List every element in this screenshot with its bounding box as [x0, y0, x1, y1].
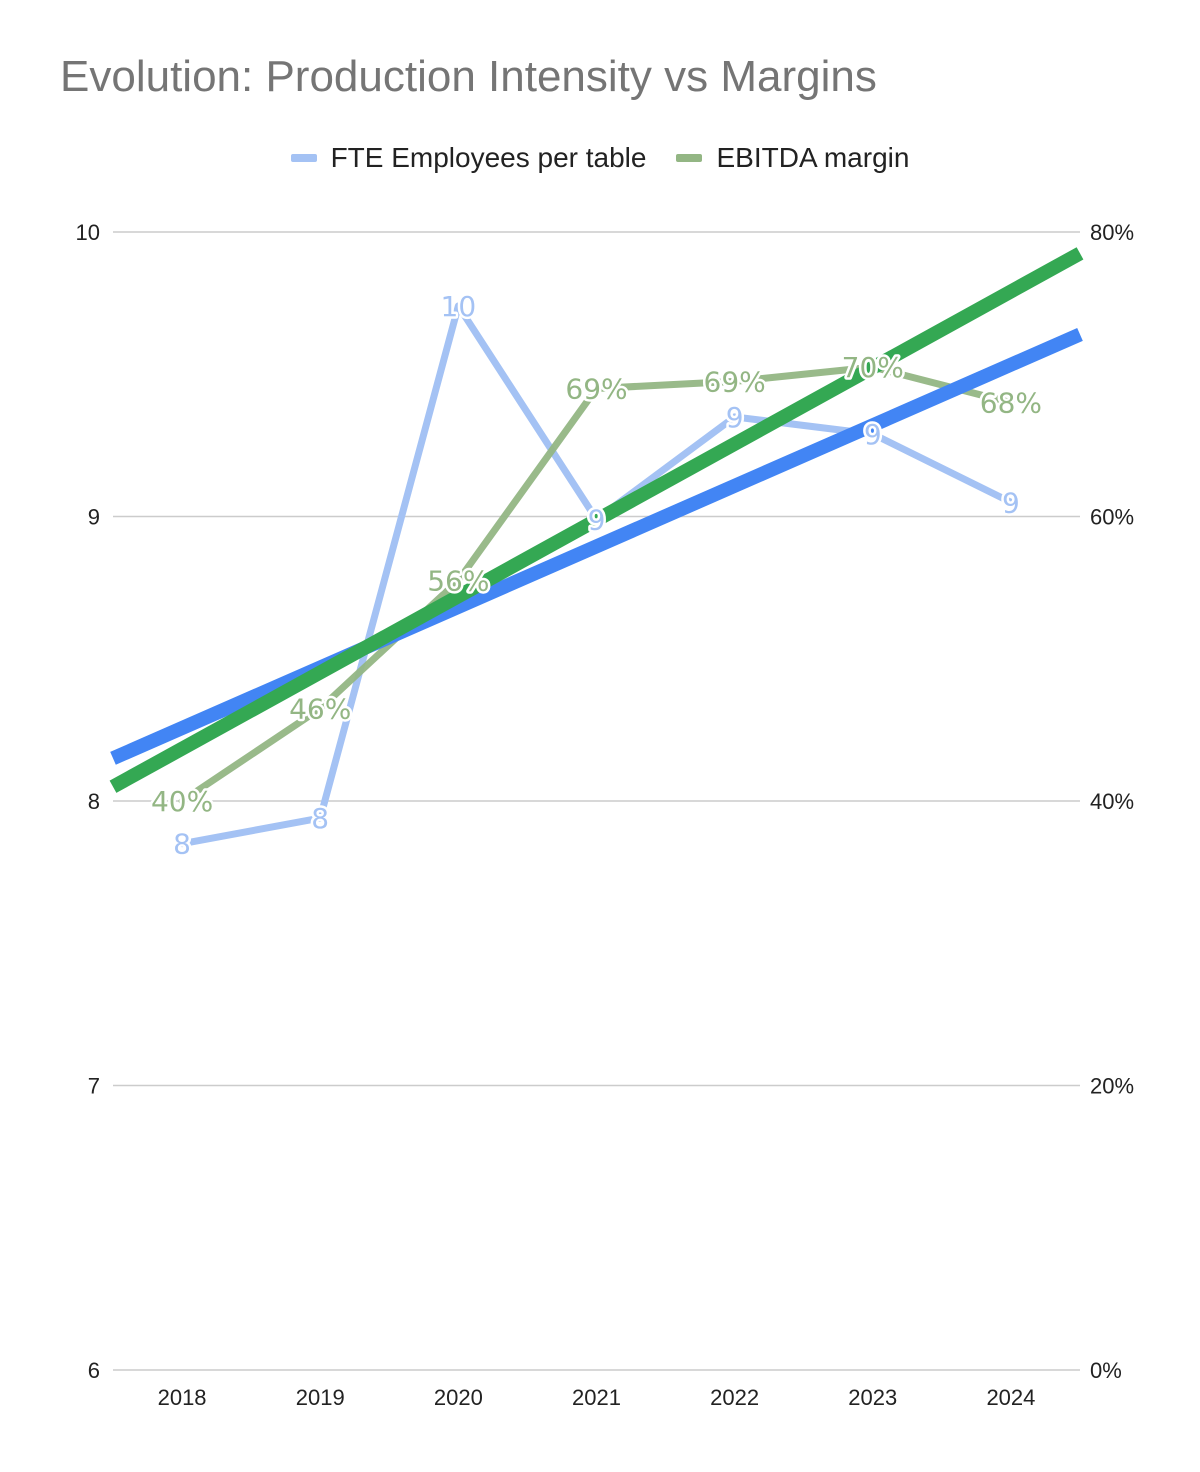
y-left-tick-label: 8 [88, 789, 100, 814]
data-label-ebitda: 56% [427, 565, 489, 598]
legend-label-ebitda: EBITDA margin [716, 142, 910, 173]
trendline-fte [110, 328, 1083, 765]
y-left-tick-label: 10 [76, 220, 100, 245]
data-label-fte: 10 [441, 290, 477, 323]
data-label-ebitda: 68% [980, 387, 1042, 420]
x-tick-label: 2021 [572, 1385, 621, 1410]
data-label-fte: 8 [173, 828, 191, 861]
x-tick-label: 2019 [296, 1385, 345, 1410]
data-label-ebitda: 69% [565, 372, 627, 405]
legend-item-ebitda: EBITDA margin [676, 142, 909, 174]
data-label-ebitda: 70% [842, 351, 904, 384]
x-tick-label: 2020 [434, 1385, 483, 1410]
y-right-tick-label: 40% [1090, 789, 1134, 814]
data-label-fte: 9 [1002, 486, 1020, 519]
x-tick-label: 2018 [158, 1385, 207, 1410]
legend: FTE Employees per table EBITDA margin [0, 142, 1200, 174]
y-right-tick-label: 80% [1090, 220, 1134, 245]
x-tick-label: 2024 [986, 1385, 1035, 1410]
data-label-fte: 9 [726, 401, 744, 434]
y-right-tick-label: 0% [1090, 1358, 1122, 1383]
legend-item-fte: FTE Employees per table [290, 142, 647, 174]
data-label-fte: 9 [588, 503, 606, 536]
data-label-ebitda: 69% [704, 365, 766, 398]
y-left-tick-label: 6 [88, 1358, 100, 1383]
data-label-ebitda: 40% [151, 785, 213, 818]
y-left-tick-label: 9 [88, 505, 100, 530]
data-label-ebitda: 46% [289, 693, 351, 726]
chart-title: Evolution: Production Intensity vs Margi… [60, 52, 877, 101]
data-label-fte: 9 [864, 418, 882, 451]
y-right-tick-label: 20% [1090, 1074, 1134, 1099]
y-left-tick-label: 7 [88, 1074, 100, 1099]
legend-swatch-ebitda [676, 154, 703, 162]
x-tick-label: 2023 [848, 1385, 897, 1410]
data-label-fte: 8 [311, 802, 329, 835]
x-tick-label: 2022 [710, 1385, 759, 1410]
legend-label-fte: FTE Employees per table [330, 142, 647, 173]
trendline-ebitda [109, 247, 1084, 793]
series-line-ebitda [178, 363, 1015, 805]
y-right-tick-label: 60% [1090, 505, 1134, 530]
legend-swatch-fte [290, 154, 317, 162]
